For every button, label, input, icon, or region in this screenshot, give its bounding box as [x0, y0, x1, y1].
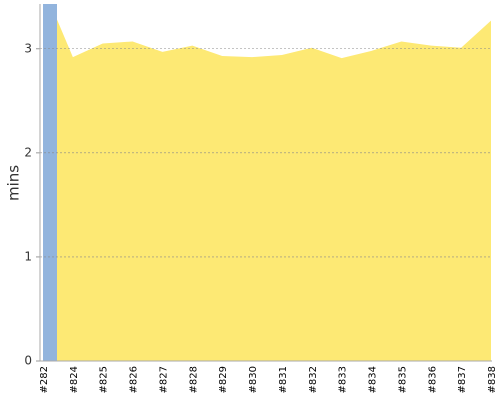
area-segment — [43, 4, 57, 361]
area — [43, 4, 491, 361]
plot-area — [43, 4, 491, 361]
y-axis-label: mins — [5, 165, 23, 201]
x-tick-label: #282 — [39, 366, 50, 393]
x-tick-label: #831 — [278, 366, 289, 393]
y-tick-label: 3 — [24, 41, 32, 55]
y-tick-label: 0 — [24, 354, 32, 368]
x-tick-label: #825 — [99, 366, 110, 393]
x-tick-label: #836 — [427, 366, 438, 393]
x-tick-label: #834 — [368, 366, 379, 393]
x-tick-label: #828 — [188, 366, 199, 393]
x-tick-label: #829 — [218, 366, 229, 393]
x-tick-label: #826 — [129, 366, 140, 393]
y-tick-label: 1 — [24, 249, 32, 263]
y-tick-label: 2 — [24, 145, 32, 159]
x-tick-label: #838 — [487, 366, 498, 393]
x-tick-label: #824 — [69, 366, 80, 393]
x-tick-label: #833 — [338, 366, 349, 393]
x-tick-label: #830 — [248, 366, 259, 393]
x-tick-label: #827 — [158, 366, 169, 393]
x-tick-label: #832 — [308, 366, 319, 393]
x-tick-label: #837 — [457, 366, 468, 393]
x-tick-label: #835 — [397, 366, 408, 393]
